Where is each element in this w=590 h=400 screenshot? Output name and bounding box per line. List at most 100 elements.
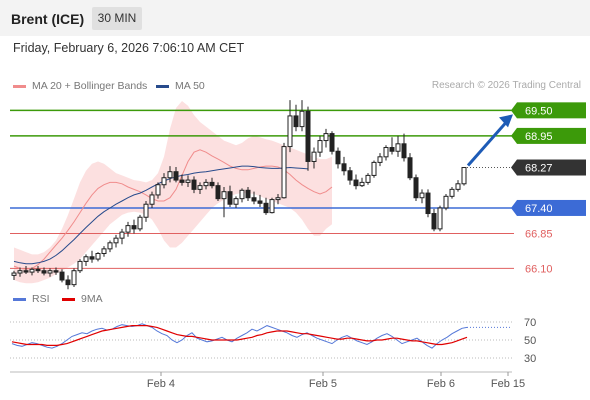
rsi-swatch xyxy=(13,297,26,301)
candle-body xyxy=(281,146,287,199)
level-label-67.40: 67.40 xyxy=(525,203,553,215)
candle-body xyxy=(11,272,17,276)
candle xyxy=(215,182,221,201)
candle xyxy=(341,156,347,176)
rsi-tick-70: 70 xyxy=(524,317,536,329)
candle xyxy=(305,106,311,171)
candle-body xyxy=(71,270,77,286)
candle xyxy=(209,177,215,189)
candle-body xyxy=(335,150,341,165)
candle xyxy=(419,189,425,204)
level-label-66.10: 66.10 xyxy=(525,263,553,275)
candle xyxy=(317,135,323,157)
ma9-swatch xyxy=(62,297,75,301)
candle-body xyxy=(299,110,305,128)
candle-body xyxy=(437,207,443,230)
candle xyxy=(455,180,461,192)
candle-body xyxy=(395,143,401,152)
last-price-label: 68.27 xyxy=(525,163,553,175)
candle-body xyxy=(245,189,251,199)
candle-body xyxy=(407,157,413,179)
candle-body xyxy=(227,191,233,205)
candle-body xyxy=(95,253,101,260)
ma50-line xyxy=(13,165,309,265)
level-label-67.40-bg xyxy=(517,199,586,216)
candle xyxy=(287,100,293,153)
candle-body xyxy=(329,133,335,152)
candle xyxy=(275,194,281,205)
candle xyxy=(179,174,185,186)
candle-body xyxy=(263,202,269,214)
ma50-swatch xyxy=(156,84,169,88)
candle xyxy=(17,267,23,277)
candle-body xyxy=(47,270,53,274)
candle xyxy=(269,197,275,214)
candle xyxy=(371,160,377,178)
ma20-line xyxy=(13,149,333,270)
legend-9ma-label: 9MA xyxy=(81,293,103,305)
candle xyxy=(107,240,113,253)
candle-body xyxy=(389,147,395,152)
candle-body xyxy=(65,279,71,286)
candle xyxy=(59,269,65,283)
candle xyxy=(191,176,197,194)
candle xyxy=(353,174,359,190)
candle xyxy=(65,275,71,290)
candle-body xyxy=(191,179,197,190)
candle xyxy=(173,167,179,183)
candle xyxy=(413,174,419,201)
candle-body xyxy=(413,177,419,199)
candle-body xyxy=(119,231,125,239)
projection-arrow-head xyxy=(499,114,513,128)
x-tick-label: Feb 15 xyxy=(491,378,525,390)
candle-body xyxy=(251,197,257,202)
candle-body xyxy=(113,237,119,244)
candle-body xyxy=(431,213,437,230)
candle-body xyxy=(419,192,425,199)
candle-body xyxy=(167,171,173,179)
level-label-67.40-pointer xyxy=(511,199,517,216)
candle xyxy=(95,252,101,262)
candle xyxy=(329,131,335,155)
candle xyxy=(389,137,395,155)
candle-body xyxy=(35,268,41,272)
candle-body xyxy=(341,163,347,172)
candle xyxy=(203,179,209,190)
candle-body xyxy=(143,203,149,218)
legend-rsi: RSI xyxy=(13,293,50,305)
candle-body xyxy=(365,174,371,183)
candle-body xyxy=(359,181,365,187)
rsi-ma9-line xyxy=(11,325,468,346)
level-label-68.95: 68.95 xyxy=(525,131,553,143)
legend-ma50-label: MA 50 xyxy=(175,80,205,92)
candle-body xyxy=(77,260,83,272)
legend-ma20-label: MA 20 + Bollinger Bands xyxy=(32,80,148,92)
candle xyxy=(407,153,413,181)
candle xyxy=(131,219,137,234)
candle-body xyxy=(443,195,449,209)
candle-body xyxy=(155,184,161,196)
projection-arrow-line xyxy=(466,120,509,167)
candle-body xyxy=(311,151,317,162)
candle-body xyxy=(317,140,323,153)
candle-body xyxy=(377,156,383,163)
candle xyxy=(299,100,305,132)
candle xyxy=(365,173,371,185)
candle-body xyxy=(125,225,131,233)
candle xyxy=(227,185,233,208)
candle xyxy=(443,194,449,211)
candle xyxy=(101,246,107,257)
interval-button[interactable]: 30 MIN xyxy=(92,7,142,30)
candle xyxy=(167,166,173,183)
level-label-68.95-pointer xyxy=(511,127,517,144)
candle xyxy=(53,267,59,275)
candle xyxy=(461,167,467,186)
candle xyxy=(293,104,299,132)
candle xyxy=(233,196,239,208)
candle-body xyxy=(455,183,461,190)
ma20-swatch xyxy=(13,84,26,88)
legend-rsi-label: RSI xyxy=(32,293,50,305)
level-label-68.95-bg xyxy=(517,127,586,144)
candle xyxy=(221,187,227,218)
candle-body xyxy=(83,256,89,262)
